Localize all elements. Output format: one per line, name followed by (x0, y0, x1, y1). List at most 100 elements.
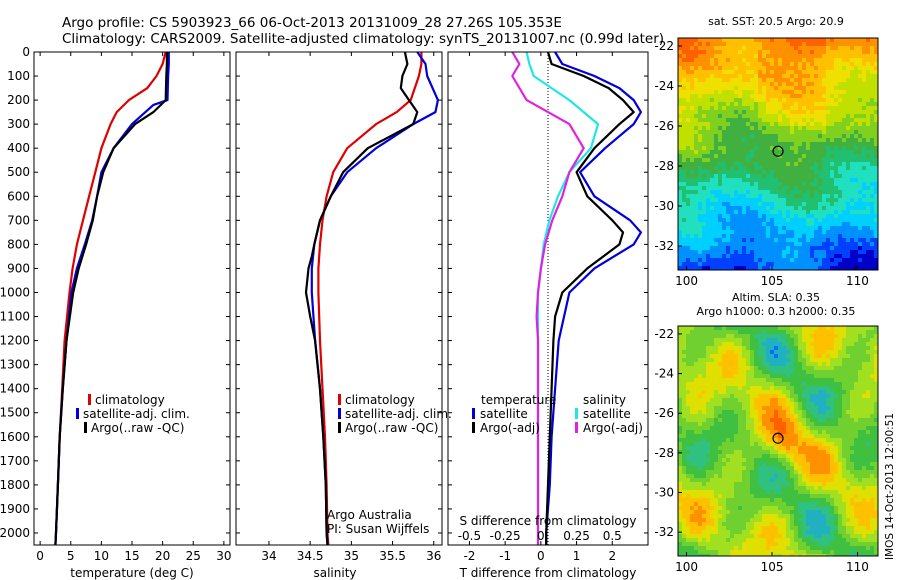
sla-cell (726, 438, 731, 443)
sst-cell (874, 178, 878, 183)
sst-cell (750, 254, 755, 259)
sst-cell (706, 238, 711, 243)
sst-cell (742, 130, 747, 135)
sst-cell (706, 206, 711, 211)
sst-cell (802, 142, 807, 147)
sst-cell (806, 98, 811, 103)
sst-cell (850, 142, 855, 147)
sst-cell (850, 134, 855, 139)
sla-cell (750, 338, 755, 343)
sla-cell (766, 422, 771, 427)
sst-cell (730, 238, 735, 243)
sst-cell (754, 242, 759, 247)
sst-cell (806, 190, 811, 195)
sst-cell (874, 98, 878, 103)
sla-cell (786, 450, 791, 455)
sla-cell (770, 330, 775, 335)
sst-cell (742, 262, 747, 267)
sla-cell (702, 458, 707, 463)
sst-cell (798, 50, 803, 55)
sla-cell (718, 426, 723, 431)
sst-cell (762, 66, 767, 71)
sst-cell (754, 82, 759, 87)
sst-cell (690, 258, 695, 263)
sla-cell (846, 454, 851, 459)
sst-cell (798, 146, 803, 151)
sla-cell (770, 454, 775, 459)
sst-cell (718, 226, 723, 231)
sst-cell (874, 254, 878, 259)
sst-cell (854, 258, 859, 263)
sst-cell (702, 258, 707, 263)
sst-cell (678, 218, 683, 223)
sla-cell (714, 462, 719, 467)
sst-cell (766, 74, 771, 79)
sst-cell (830, 222, 835, 227)
sst-cell (770, 194, 775, 199)
sst-cell (822, 82, 827, 87)
sst-cell (698, 214, 703, 219)
sst-cell (842, 198, 847, 203)
sst-cell (734, 186, 739, 191)
sst-cell (766, 130, 771, 135)
salinity-legend: climatology satellite-adj. clim. Argo(..… (338, 393, 452, 435)
sst-cell (738, 210, 743, 215)
sst-cell (774, 198, 779, 203)
sst-cell (846, 214, 851, 219)
sst-cell (782, 98, 787, 103)
sst-cell (698, 42, 703, 47)
sst-cell (810, 190, 815, 195)
sla-cell (758, 458, 763, 463)
sst-cell (758, 162, 763, 167)
sst-cell (810, 242, 815, 247)
sst-cell (858, 78, 863, 83)
sst-cell (710, 78, 715, 83)
sla-cell (702, 390, 707, 395)
sst-cell (826, 262, 831, 267)
x-tick-label: 5 (67, 549, 75, 563)
sst-cell (778, 86, 783, 91)
sst-cell (734, 154, 739, 159)
sst-cell (842, 102, 847, 107)
sst-cell (798, 242, 803, 247)
sst-cell (738, 42, 743, 47)
sst-cell (830, 158, 835, 163)
sst-cell (810, 98, 815, 103)
sst-cell (730, 222, 735, 227)
sst-cell (850, 62, 855, 67)
sst-cell (854, 122, 859, 127)
sst-cell (790, 50, 795, 55)
sst-cell (722, 82, 727, 87)
sla-cell (754, 342, 759, 347)
sla-cell (774, 466, 779, 471)
sst-cell (814, 174, 819, 179)
sst-cell (690, 250, 695, 255)
sla-cell (850, 330, 855, 335)
sla-cell (814, 446, 819, 451)
sst-cell (778, 190, 783, 195)
sst-cell (810, 238, 815, 243)
sla-cell (734, 382, 739, 387)
sla-cell (714, 366, 719, 371)
sst-cell (698, 194, 703, 199)
sla-cell (698, 382, 703, 387)
sla-cell (778, 374, 783, 379)
sla-cell (814, 394, 819, 399)
sla-cell (874, 462, 878, 467)
sst-cell (758, 50, 763, 55)
sst-cell (842, 230, 847, 235)
sst-cell (774, 190, 779, 195)
sst-cell (730, 210, 735, 215)
sst-cell (718, 38, 723, 43)
sst-cell (698, 122, 703, 127)
sst-cell (810, 106, 815, 111)
sst-cell (686, 202, 691, 207)
sla-cell (842, 398, 847, 403)
sla-cell (758, 338, 763, 343)
sst-cell (870, 142, 875, 147)
temperature-panel: 0100200300400500600700800900100011001200… (0, 45, 232, 580)
sla-cell (786, 374, 791, 379)
sla-cell (862, 458, 867, 463)
sla-cell (762, 462, 767, 467)
sla-cell (782, 458, 787, 463)
